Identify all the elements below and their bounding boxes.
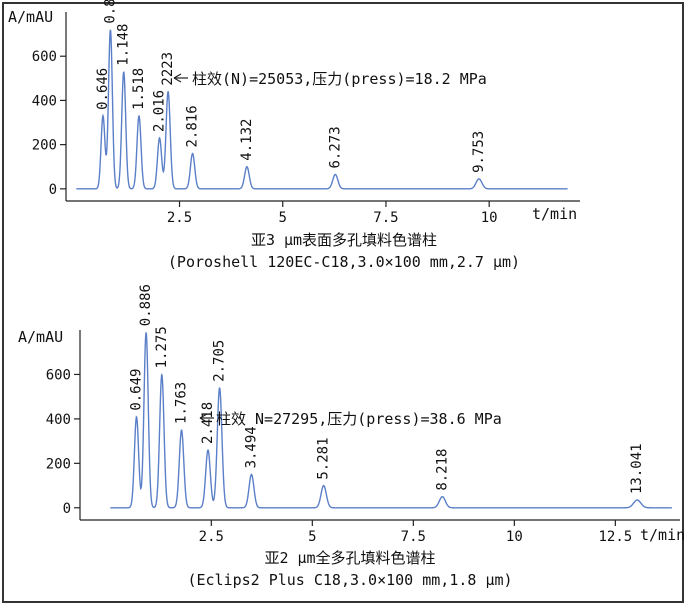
column-efficiency-annotation: 柱效 N=27295,压力(press)=38.6 MPa — [216, 410, 502, 428]
peak-label: 0.886 — [138, 284, 154, 326]
peak-label: 5.281 — [316, 437, 332, 479]
x-ticks: 2.5 5 7.5 10 — [167, 201, 498, 226]
peak-label: 2223 — [160, 52, 176, 86]
caption-title: 亚2 μm全多孔填料色谱柱 — [264, 549, 435, 567]
x-axis-label: t/min — [532, 205, 577, 223]
caption-column-spec: (Poroshell 120EC-C18,3.0×100 mm,2.7 μm) — [168, 253, 520, 271]
y-tick-label: 200 — [46, 456, 71, 472]
x-tick-label: 12.5 — [598, 529, 632, 545]
peak-label: 2.705 — [212, 340, 228, 382]
y-tick-label: 400 — [32, 93, 57, 109]
panel-2: A/mAU 0 200 400 600 2.5 5 7.5 10 12.5 0.649 0.88… — [18, 284, 685, 589]
caption-title: 亚3 μm表面多孔填料色谱柱 — [251, 231, 437, 249]
y-tick-400: 400 — [32, 93, 66, 109]
peak-label: 2.816 — [185, 105, 201, 147]
peak-label: 9.753 — [471, 131, 487, 173]
y-tick-label: 0 — [63, 501, 71, 517]
peak-label: 0.826 — [102, 0, 118, 24]
x-tick-label: 2.5 — [167, 210, 192, 226]
y-tick-600: 600 — [46, 367, 80, 383]
peak-label: 13.041 — [629, 443, 645, 494]
x-tick-2.5: 2.5 — [167, 201, 192, 226]
caption-column-spec: (Eclips2 Plus C18,3.0×100 mm,1.8 μm) — [187, 571, 512, 589]
y-tick-label: 600 — [32, 49, 57, 65]
annotation-arrow — [199, 413, 214, 423]
x-tick-5: 5 — [279, 201, 287, 226]
x-tick-label: 2.5 — [199, 529, 224, 545]
y-axis-label: A/mAU — [18, 328, 63, 346]
y-axis-label: A/mAU — [8, 8, 53, 26]
peak-label: 8.218 — [434, 449, 450, 491]
column-efficiency-annotation: 柱效(N)=25053,压力(press)=18.2 MPa — [192, 70, 487, 88]
peak-label: 0.646 — [95, 68, 111, 110]
y-tick-label: 600 — [46, 367, 71, 383]
x-axis-label: t/min — [640, 526, 685, 544]
peak-label: 1.148 — [116, 24, 132, 66]
x-tick-label: 5 — [308, 529, 316, 545]
y-tick-200: 200 — [32, 138, 66, 154]
y-tick-200: 200 — [46, 456, 80, 472]
peak-label: 2.016 — [152, 90, 168, 132]
x-tick-5: 5 — [308, 520, 317, 545]
x-tick-2.5: 2.5 — [199, 520, 224, 545]
annotation-arrow — [173, 73, 188, 83]
y-tick-label: 200 — [32, 138, 57, 154]
peak-label: 3.494 — [244, 426, 260, 468]
peak-label: 1.518 — [131, 68, 147, 110]
x-tick-label: 7.5 — [401, 529, 426, 545]
x-tick-10: 10 — [481, 201, 498, 226]
y-ticks: 0 200 400 600 — [32, 49, 66, 198]
x-tick-label: 10 — [481, 210, 498, 226]
chromatogram-trace — [76, 29, 568, 190]
y-tick-400: 400 — [46, 412, 80, 428]
peak-label: 1.275 — [154, 326, 170, 368]
x-tick-12.5: 12.5 — [598, 520, 632, 545]
x-ticks: 2.5 5 7.5 10 12.5 — [199, 520, 632, 545]
peak-label: 1.763 — [174, 382, 190, 424]
y-tick-label: 0 — [49, 182, 57, 198]
x-tick-label: 10 — [506, 529, 523, 545]
peak-label: 6.273 — [327, 126, 343, 168]
x-tick-7.5: 7.5 — [373, 201, 399, 226]
y-tick-0: 0 — [49, 182, 66, 198]
peak-label: 2.418 — [200, 402, 216, 444]
peak-label: 0.649 — [128, 369, 144, 411]
peak-label: 4.132 — [239, 119, 255, 161]
x-tick-7.5: 7.5 — [401, 520, 426, 545]
x-tick-10: 10 — [506, 520, 523, 545]
panel-1: A/mAU 0 200 400 600 2.5 5 7.5 10 0.646 0.8261.1… — [8, 0, 580, 271]
y-ticks: 0 200 400 600 — [46, 367, 80, 517]
x-tick-label: 5 — [279, 210, 287, 226]
chromatogram-trace — [110, 332, 672, 509]
y-tick-0: 0 — [63, 501, 80, 517]
y-tick-600: 600 — [32, 49, 66, 65]
y-tick-label: 400 — [46, 412, 71, 428]
x-tick-label: 7.5 — [373, 210, 398, 226]
